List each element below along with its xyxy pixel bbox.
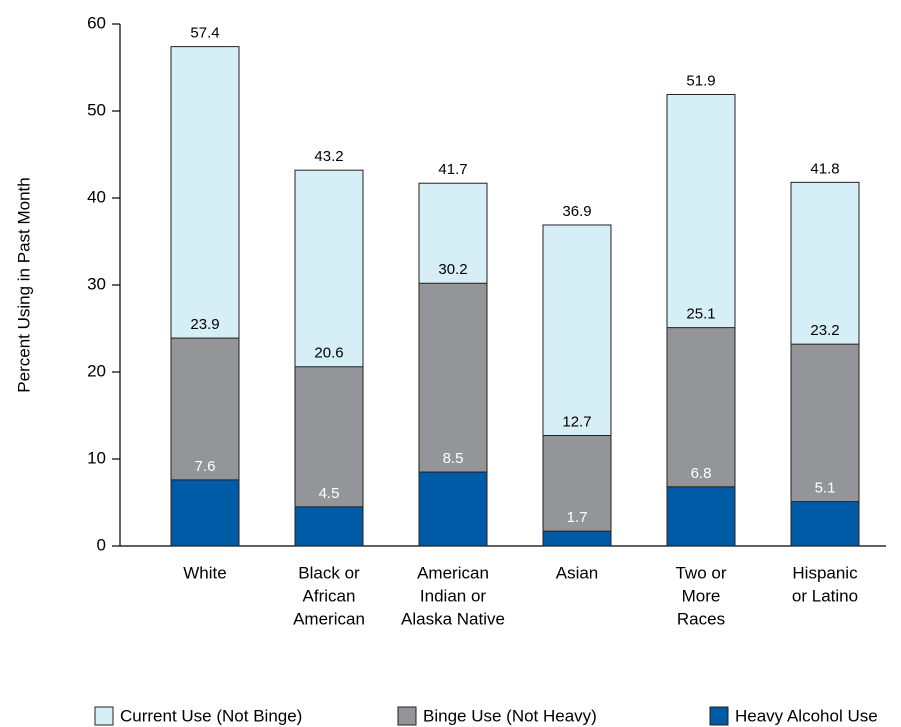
value-label: 57.4 [190, 25, 219, 42]
y-tick-label: 50 [87, 100, 106, 119]
x-tick-label: Hispanic [792, 563, 858, 582]
value-label: 1.7 [567, 509, 588, 526]
value-label: 36.9 [562, 203, 591, 220]
y-axis-title: Percent Using in Past Month [14, 177, 33, 392]
bar [790, 501, 860, 547]
value-label: 25.1 [686, 306, 715, 323]
x-tick-label: Two or [675, 563, 726, 582]
x-tick-label: Indian or [420, 586, 486, 605]
value-label: 7.6 [195, 458, 216, 475]
x-tick-label: Races [677, 609, 725, 628]
y-tick-label: 40 [87, 187, 106, 206]
value-label: 41.7 [438, 161, 467, 178]
value-label: 20.6 [314, 345, 343, 362]
x-tick-label: Black or [298, 563, 360, 582]
x-tick-label: Asian [556, 563, 599, 582]
bar [542, 530, 612, 547]
bar [294, 506, 364, 547]
value-label: 6.8 [691, 465, 712, 482]
value-label: 23.2 [810, 322, 839, 339]
y-tick-label: 60 [87, 13, 106, 32]
legend-swatch [397, 706, 417, 726]
legend-swatch [709, 706, 729, 726]
x-tick-label: or Latino [792, 586, 858, 605]
x-tick-label: American [417, 563, 489, 582]
value-label: 51.9 [686, 72, 715, 89]
x-tick-label: Alaska Native [401, 609, 505, 628]
value-label: 41.8 [810, 160, 839, 177]
value-label: 4.5 [319, 485, 340, 502]
y-tick-label: 30 [87, 274, 106, 293]
value-label: 30.2 [438, 261, 467, 278]
x-tick-label: African [303, 586, 356, 605]
legend-label: Heavy Alcohol Use [735, 706, 878, 725]
value-label: 23.9 [190, 316, 219, 333]
bar [542, 435, 612, 547]
value-label: 5.1 [815, 480, 836, 497]
legend-label: Binge Use (Not Heavy) [423, 706, 597, 725]
y-tick-label: 20 [87, 361, 106, 380]
value-label: 8.5 [443, 450, 464, 467]
legend-label: Current Use (Not Binge) [120, 706, 302, 725]
legend-swatch [94, 706, 114, 726]
x-tick-label: American [293, 609, 365, 628]
bar [170, 479, 240, 547]
bar [418, 471, 488, 547]
x-tick-label: More [682, 586, 721, 605]
x-tick-label: White [183, 563, 226, 582]
y-tick-label: 0 [97, 535, 106, 554]
value-label: 12.7 [562, 413, 591, 430]
bar [666, 486, 736, 547]
value-label: 43.2 [314, 148, 343, 165]
y-tick-label: 10 [87, 448, 106, 467]
